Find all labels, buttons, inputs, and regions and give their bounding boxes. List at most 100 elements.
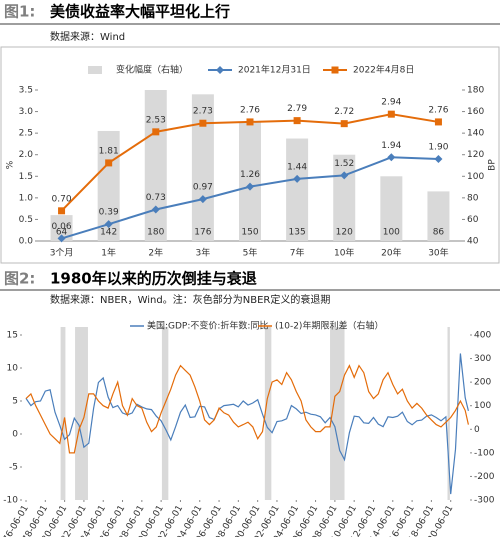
bar: [239, 122, 261, 241]
y2-tick-label: 100: [467, 172, 484, 182]
x-tick-label: 30年: [428, 247, 448, 259]
y-tick-label: 15: [7, 331, 18, 341]
bar-label: 176: [194, 228, 211, 238]
y2-tick-label: -100: [474, 448, 495, 458]
bar: [286, 138, 309, 241]
marker: [340, 120, 348, 128]
y2-tick-label: -300: [474, 496, 495, 506]
recession-band: [161, 327, 169, 500]
bar-label: 150: [241, 228, 258, 238]
marker: [246, 118, 254, 126]
bar: [144, 90, 167, 241]
y2-tick-label: 0: [474, 425, 480, 435]
recession-band: [264, 327, 272, 500]
marker: [340, 171, 349, 180]
recession-band: [75, 327, 88, 500]
data-label: 2.76: [240, 105, 260, 115]
recession-band: [60, 327, 66, 500]
bar-label: 100: [383, 228, 400, 238]
y2-tick-label: -200: [474, 472, 495, 482]
marker: [246, 182, 254, 191]
data-label: 0.70: [52, 194, 72, 204]
recession-band: [447, 327, 450, 500]
y-tick-label: 1.5: [19, 172, 33, 182]
data-label: 1.52: [334, 159, 354, 169]
marker: [293, 174, 302, 183]
x-tick-label: 5年: [243, 247, 258, 259]
source: 数据来源：NBER，Wind。注：灰色部分为NBER定义的衰退期: [50, 293, 330, 306]
bar-label: 64: [56, 228, 68, 238]
bar: [427, 191, 450, 241]
data-label: 1.44: [287, 162, 307, 172]
line: [25, 353, 469, 495]
legend-label: 变化幅度（右轴）: [116, 64, 188, 76]
y-tick-label: -10: [3, 496, 18, 506]
figure-label: 图2:: [4, 270, 35, 288]
marker: [199, 119, 207, 127]
bar-label: 135: [289, 228, 306, 238]
marker: [152, 128, 160, 136]
marker: [293, 117, 301, 125]
data-label: 2.76: [428, 105, 448, 115]
data-label: 2.79: [287, 104, 307, 114]
y-tick-label: -5: [9, 463, 18, 473]
data-label: 1.81: [99, 146, 119, 156]
marker: [105, 159, 113, 167]
figure-label: 图1:: [4, 3, 35, 21]
y-tick-label: 10: [7, 364, 19, 374]
y-tick-label: 3.5: [19, 86, 33, 96]
data-label: 0.06: [52, 222, 72, 232]
bar-label: 180: [147, 228, 164, 238]
y-tick-label: 5: [12, 397, 18, 407]
y-tick-label: 1.0: [19, 193, 34, 203]
y2-tick-label: 120: [467, 150, 484, 160]
y2-tick-label: 40: [467, 237, 479, 247]
marker: [434, 118, 442, 126]
y2-tick-label: 80: [467, 193, 479, 203]
legend-swatch: [88, 66, 102, 74]
y2-tick-label: 60: [467, 215, 479, 225]
x-tick-label: 1年: [101, 247, 116, 259]
source: 数据来源：Wind: [50, 30, 125, 43]
y-tick-label: 0.0: [19, 237, 34, 247]
y2-tick-label: 400: [474, 331, 491, 341]
data-label: 0.73: [146, 193, 166, 203]
y-tick-label: 2.0: [19, 150, 34, 160]
chart-frame: [0, 46, 500, 264]
marker: [387, 153, 396, 162]
marker: [216, 66, 224, 74]
y2-tick-label: 200: [474, 378, 491, 388]
data-label: 1.26: [240, 170, 260, 180]
marker: [57, 234, 66, 243]
data-label: 2.72: [334, 107, 354, 117]
data-label: 0.39: [99, 208, 119, 218]
x-tick-label: 3个月: [50, 248, 74, 259]
data-label: 2.73: [193, 107, 213, 117]
line: [25, 364, 469, 454]
marker: [331, 66, 339, 74]
figure-title: 美债收益率大幅平坦化上行: [50, 3, 230, 21]
x-tick-label: 10年: [334, 247, 354, 259]
bar: [380, 176, 403, 241]
figure-title: 1980年以来的历次倒挂与衰退: [50, 270, 257, 288]
data-label: 1.94: [381, 141, 401, 151]
legend-label: 2022年4月8日: [353, 64, 414, 76]
data-label: 2.53: [146, 115, 166, 125]
bar: [191, 94, 214, 241]
x-tick-label: 2年: [148, 247, 163, 259]
legend-label: 美国:GDP:不变价:折年数:同比: [147, 320, 268, 332]
marker: [151, 205, 160, 214]
y2-tick-label: 160: [467, 107, 484, 117]
legend-label: (10-2)年期限利差（右轴）: [275, 320, 383, 332]
y-axis-label: %: [6, 160, 16, 169]
marker: [58, 207, 66, 215]
y2-axis-label: BP: [488, 159, 498, 171]
x-tick-label: 20年: [381, 247, 401, 259]
y-tick-label: 0: [12, 430, 18, 440]
y2-tick-label: 100: [474, 401, 491, 411]
x-tick-label: 3年: [196, 247, 211, 259]
y-tick-label: 0.5: [19, 215, 33, 225]
bar: [50, 215, 73, 241]
